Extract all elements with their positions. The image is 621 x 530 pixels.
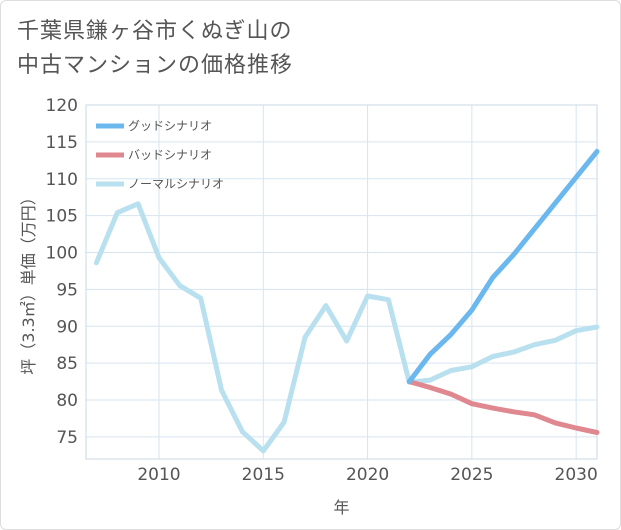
plot-area bbox=[85, 104, 598, 460]
y-axis-ticks: 75 80 85 90 95 100 105 110 115 120 bbox=[46, 96, 78, 448]
y-tick-label: 90 bbox=[56, 317, 78, 337]
chart-title: 千葉県鎌ヶ谷市くぬぎ山の 中古マンションの価格推移 bbox=[17, 15, 293, 83]
y-tick-label: 110 bbox=[46, 170, 78, 190]
grid-lines bbox=[86, 104, 597, 459]
x-tick-label: 2015 bbox=[242, 465, 285, 485]
x-tick-label: 2025 bbox=[450, 465, 493, 485]
plot-border bbox=[85, 104, 598, 460]
x-axis-label: 年 bbox=[333, 498, 349, 517]
legend-label: ノーマルシナリオ bbox=[128, 177, 224, 191]
x-tick-label: 2030 bbox=[555, 465, 598, 485]
y-tick-label: 80 bbox=[56, 391, 78, 411]
y-axis-label: 坪（3.3㎡）単価（万円） bbox=[19, 189, 38, 374]
legend-label: グッドシナリオ bbox=[128, 119, 212, 133]
chart-title-line-1: 千葉県鎌ヶ谷市くぬぎ山の bbox=[17, 19, 293, 44]
y-tick-label: 115 bbox=[46, 133, 78, 153]
series-lines bbox=[93, 149, 600, 454]
y-tick-label: 100 bbox=[46, 244, 78, 264]
x-tick-label: 2010 bbox=[137, 465, 180, 485]
chart-title-line-2: 中古マンションの価格推移 bbox=[17, 53, 294, 78]
y-tick-label: 120 bbox=[46, 96, 78, 116]
x-tick-label: 2020 bbox=[346, 465, 389, 485]
series-line bbox=[406, 149, 600, 385]
x-axis-ticks: 2010 2015 2020 2025 2030 bbox=[137, 465, 597, 485]
y-tick-label: 75 bbox=[56, 428, 78, 448]
y-tick-label: 85 bbox=[56, 354, 78, 374]
y-tick-label: 105 bbox=[46, 207, 78, 227]
series-line bbox=[406, 379, 600, 435]
y-tick-label: 95 bbox=[56, 280, 78, 300]
legend-label: バッドシナリオ bbox=[128, 148, 212, 162]
series-line bbox=[93, 201, 600, 454]
